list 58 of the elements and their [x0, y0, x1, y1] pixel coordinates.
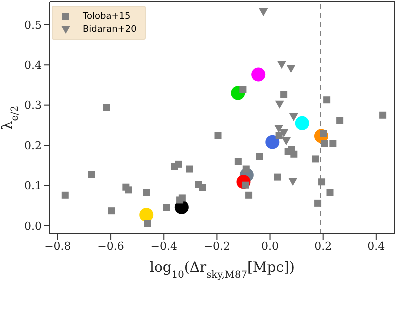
x-axis-title: log$_{10}$(Δr$_{sky,M87}$[Mpc]) [150, 260, 295, 280]
point [266, 135, 280, 150]
point [143, 189, 150, 196]
y-tick-label: 0.4 [24, 59, 42, 72]
point [125, 186, 132, 194]
point [214, 132, 222, 140]
point [276, 132, 283, 140]
point [140, 208, 154, 222]
point [321, 140, 328, 148]
point [336, 117, 344, 124]
point [240, 86, 247, 94]
y-tick-label: 0.1 [24, 180, 42, 193]
point [242, 166, 250, 173]
x-tick-label: 0.4 [368, 240, 386, 253]
point [277, 61, 286, 70]
point [274, 174, 282, 181]
x-tick-label: −0.2 [204, 240, 231, 253]
point [288, 178, 298, 186]
legend-label: Bidaran+20 [83, 24, 137, 34]
x-tick-label: −0.6 [98, 240, 124, 253]
point [175, 160, 182, 168]
x-tick-label: −0.8 [44, 240, 72, 253]
y-tick-label: 0.3 [24, 99, 42, 112]
point [186, 166, 194, 173]
point [295, 116, 310, 130]
point [256, 153, 264, 160]
point [88, 171, 96, 178]
point [312, 156, 320, 163]
y-tick-label: 0.0 [24, 220, 42, 233]
point [108, 208, 116, 215]
point [252, 68, 266, 82]
y-tick-label: 0.5 [24, 18, 42, 32]
point [289, 113, 298, 122]
x-tick-label: 0.2 [314, 240, 332, 253]
x-tick-label: 0.0 [262, 240, 280, 253]
point [380, 112, 387, 119]
point [280, 91, 288, 98]
point [314, 200, 322, 207]
point [280, 129, 289, 138]
point [324, 96, 331, 104]
point [163, 204, 170, 212]
point [234, 158, 242, 166]
point [62, 192, 69, 199]
legend-label: Toloba+15 [83, 12, 131, 22]
x-tick-label: −0.4 [150, 240, 178, 253]
point [275, 100, 284, 109]
point [318, 178, 326, 186]
point [103, 104, 110, 112]
point [274, 125, 284, 134]
point [259, 8, 268, 16]
point [286, 65, 296, 74]
y-tick-label: 0.2 [24, 139, 42, 152]
point [282, 138, 291, 146]
point [246, 192, 253, 199]
point [199, 184, 206, 192]
point [144, 220, 152, 228]
point [326, 189, 334, 196]
point [330, 140, 337, 148]
